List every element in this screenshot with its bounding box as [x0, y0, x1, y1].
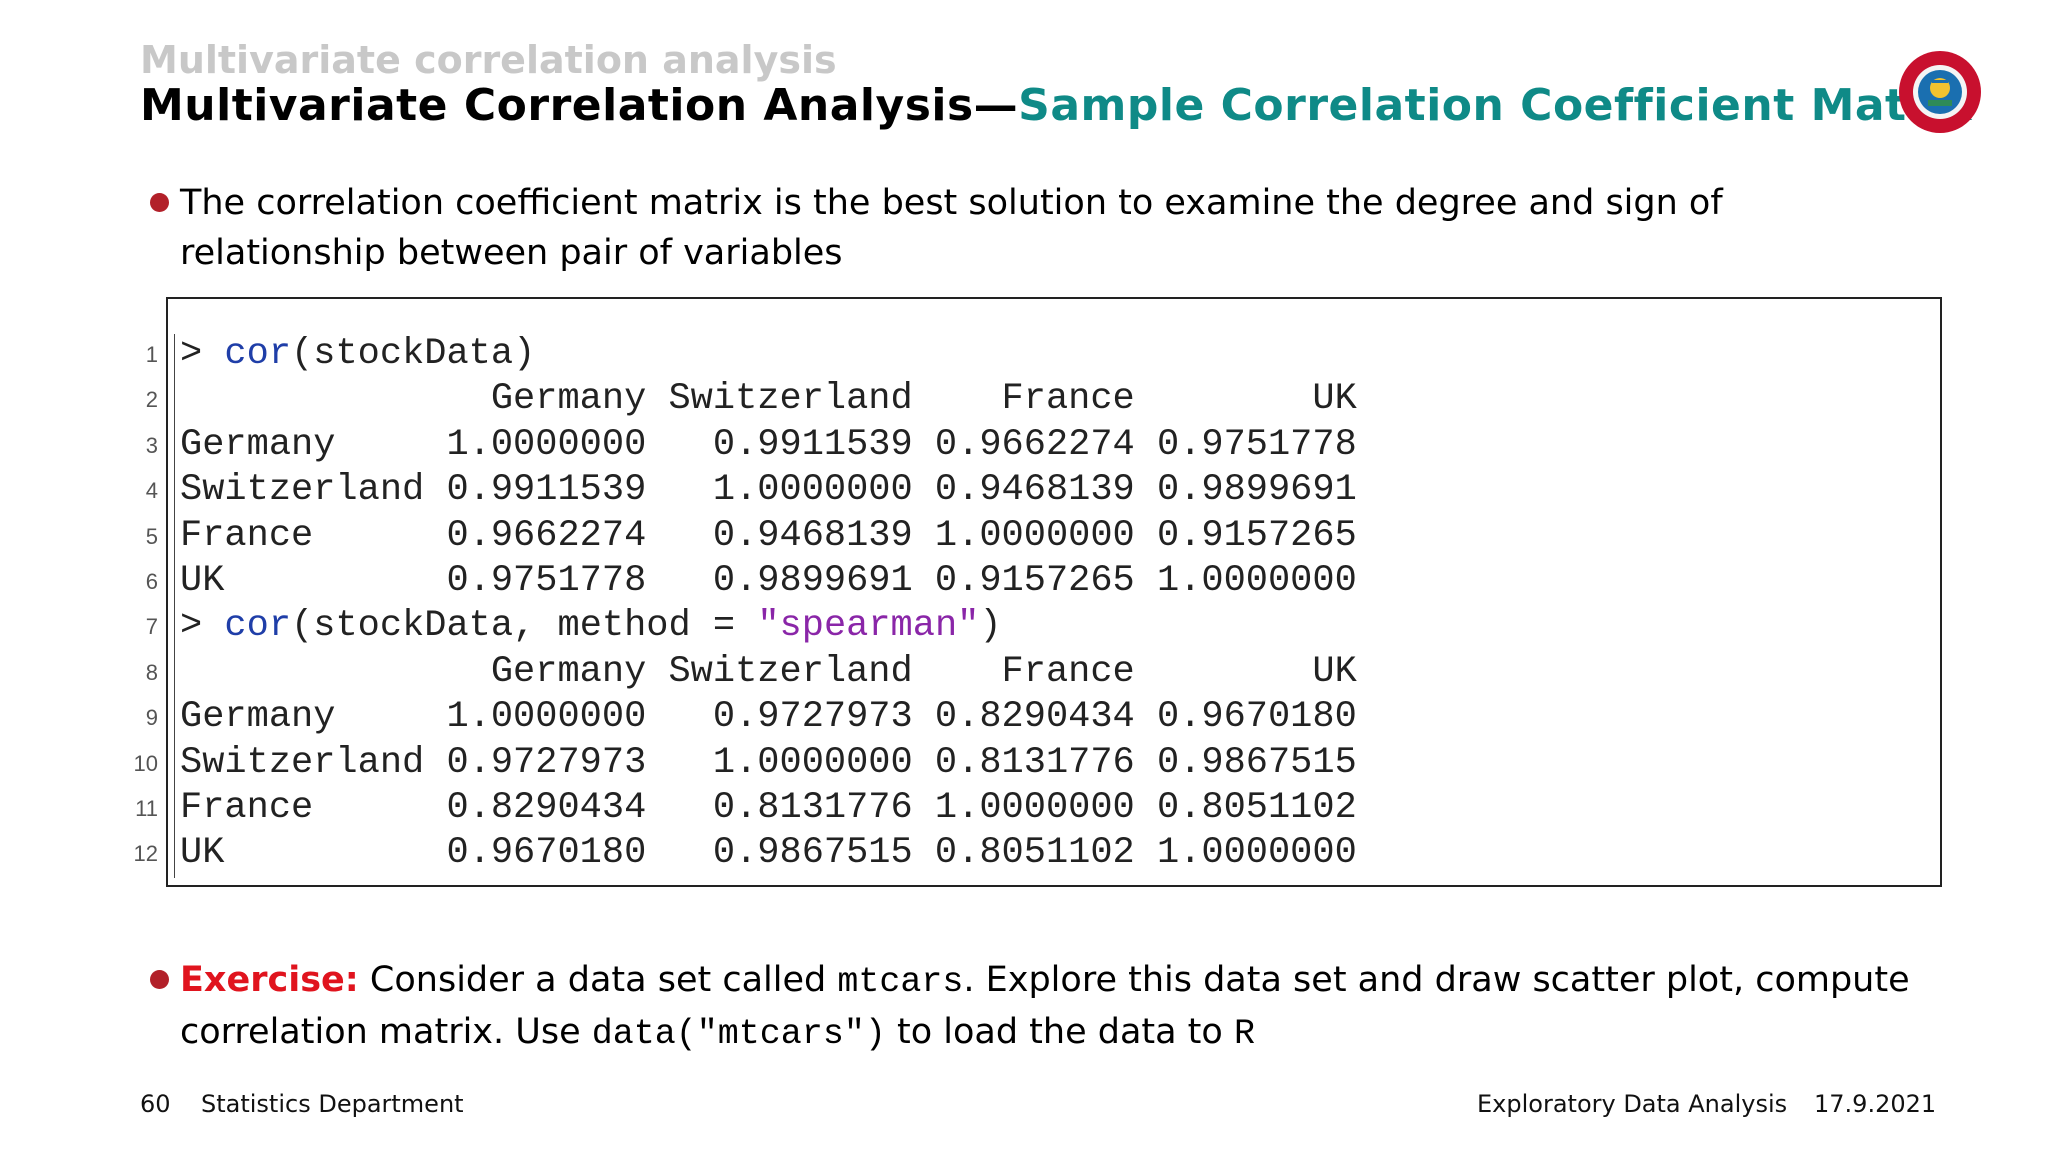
code-string: "spearman" — [757, 605, 980, 648]
line-number: 2 — [145, 387, 158, 413]
code-segment: > — [180, 605, 225, 648]
code-line: 5 France 0.9662274 0.9468139 1.0000000 0.… — [0, 514, 2048, 559]
code-text: UK 0.9670180 0.9867515 0.8051102 1.00000… — [180, 831, 1357, 876]
bullet-dot — [150, 970, 169, 989]
code-segment: UK 0.9670180 0.9867515 0.8051102 1.00000… — [180, 832, 1357, 875]
code-segment: Germany Switzerland France UK — [180, 378, 1357, 421]
r-language: R — [1233, 1014, 1255, 1054]
page-number: 60 — [140, 1090, 171, 1118]
exercise-text-3: to load the data to — [885, 1012, 1234, 1052]
code-text: > cor(stockData) — [180, 332, 535, 377]
code-text: Switzerland 0.9727973 1.0000000 0.813177… — [180, 741, 1357, 786]
code-keyword: cor — [224, 333, 292, 375]
bullet-dot — [150, 193, 169, 212]
code-line: 10 Switzerland 0.9727973 1.0000000 0.8131… — [0, 741, 2048, 786]
exercise-text-1: Consider a data set called — [358, 960, 838, 1000]
code-segment: Germany 1.0000000 0.9727973 0.8290434 0.… — [180, 696, 1357, 739]
code-line: 2 Germany Switzerland France UK — [0, 377, 2048, 422]
code-segment: (stockData) — [291, 333, 536, 375]
code-line: 9 Germany 1.0000000 0.9727973 0.8290434 0… — [0, 695, 2048, 740]
code-line: 6 UK 0.9751778 0.9899691 0.9157265 1.0000… — [0, 559, 2048, 604]
line-number: 10 — [133, 750, 158, 776]
code-keyword: cor — [224, 605, 292, 648]
code-text: France 0.8290434 0.8131776 1.0000000 0.8… — [180, 786, 1357, 831]
line-number: 1 — [145, 342, 158, 367]
code-listing-box — [166, 297, 1942, 887]
section-title: Multivariate correlation analysis — [140, 38, 837, 82]
slide-title: Multivariate Correlation Analysis—Sample… — [140, 80, 1973, 131]
university-logo — [1899, 51, 1981, 133]
code-text: Germany 1.0000000 0.9727973 0.8290434 0.… — [180, 695, 1357, 740]
slide-title-sub: Sample Correlation Coefficient Matrix — [1018, 80, 1974, 131]
code-segment: France 0.9662274 0.9468139 1.0000000 0.9… — [180, 514, 1357, 557]
exercise-text: Exercise: Consider a data set called mtc… — [180, 955, 1910, 1059]
bullet-1: The correlation coefficient matrix is th… — [150, 178, 1910, 278]
code-line: 1 > cor(stockData) — [0, 332, 2048, 377]
code-segment: Switzerland 0.9911539 1.0000000 0.946813… — [180, 469, 1357, 512]
exercise-label: Exercise: — [180, 960, 359, 1000]
code-listing: 1 > cor(stockData) 2 Germany Switzerland F… — [0, 332, 2048, 877]
code-text: Germany 1.0000000 0.9911539 0.9662274 0.… — [180, 423, 1357, 468]
line-number: 9 — [145, 705, 158, 731]
code-line: 3 Germany 1.0000000 0.9911539 0.9662274 0… — [0, 423, 2048, 468]
code-segment: Switzerland 0.9727973 1.0000000 0.813177… — [180, 741, 1357, 784]
code-segment: Germany 1.0000000 0.9911539 0.9662274 0.… — [180, 423, 1357, 466]
exercise-text-2: . Explore this data set and draw scatter… — [180, 960, 1910, 1052]
line-number: 12 — [133, 841, 158, 867]
code-text: UK 0.9751778 0.9899691 0.9157265 1.00000… — [180, 559, 1357, 604]
code-segment: Germany Switzerland France UK — [180, 650, 1357, 693]
code-line: 4 Switzerland 0.9911539 1.0000000 0.94681… — [0, 468, 2048, 513]
footer-course: Exploratory Data Analysis — [1477, 1090, 1788, 1118]
code-segment: UK 0.9751778 0.9899691 0.9157265 1.00000… — [180, 559, 1357, 602]
code-text: Germany Switzerland France UK — [180, 377, 1357, 422]
code-line: 8 Germany Switzerland France UK — [0, 650, 2048, 695]
line-number: 6 — [145, 568, 158, 594]
code-text: Switzerland 0.9911539 1.0000000 0.946813… — [180, 468, 1357, 513]
line-number: 7 — [145, 614, 158, 640]
footer-department: Statistics Department — [201, 1090, 464, 1118]
code-text: Germany Switzerland France UK — [180, 650, 1357, 695]
line-number: 5 — [145, 523, 158, 549]
code-segment: > — [180, 333, 225, 375]
line-number: 3 — [145, 432, 158, 458]
footer-date: 17.9.2021 — [1814, 1090, 1937, 1118]
line-number: 4 — [145, 478, 158, 504]
line-number: 11 — [135, 795, 158, 821]
line-number-divider — [174, 334, 175, 878]
code-text: France 0.9662274 0.9468139 1.0000000 0.9… — [180, 514, 1357, 559]
code-text: > cor(stockData, method = "spearman") — [180, 604, 1002, 649]
slide-title-main: Multivariate Correlation Analysis— — [140, 80, 1019, 131]
bullet-1-text: The correlation coefficient matrix is th… — [180, 183, 1723, 273]
bullet-2: Exercise: Consider a data set called mtc… — [150, 955, 1910, 1059]
code-line: 12 UK 0.9670180 0.9867515 0.8051102 1.000… — [0, 831, 2048, 876]
code-line: 7 > cor(stockData, method = "spearman") — [0, 604, 2048, 649]
line-number: 8 — [145, 659, 158, 685]
code-segment: ) — [979, 605, 1002, 648]
code-segment: (stockData, method = — [291, 605, 758, 648]
dataset-name: mtcars — [837, 962, 964, 1002]
code-segment: France 0.8290434 0.8131776 1.0000000 0.8… — [180, 786, 1357, 829]
code-line: 11 France 0.8290434 0.8131776 1.0000000 0… — [0, 786, 2048, 831]
load-command: data("mtcars") — [591, 1014, 886, 1054]
